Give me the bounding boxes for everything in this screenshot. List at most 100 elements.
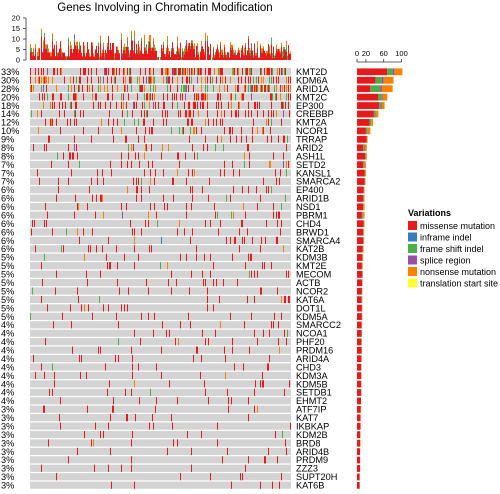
- mutation-cell: [52, 93, 53, 101]
- mutation-cell: [287, 329, 288, 337]
- mutation-cell: [76, 101, 77, 109]
- mutation-cell: [282, 101, 283, 109]
- matrix-row-background: [30, 143, 291, 152]
- sample-bar-segment: [175, 54, 176, 60]
- sample-bar-segment: [273, 46, 274, 60]
- mutation-cell: [261, 287, 262, 295]
- sample-bar-segment: [78, 49, 79, 53]
- mutation-cell: [180, 473, 181, 481]
- mutation-cell: [273, 203, 274, 211]
- mutation-cell: [191, 464, 192, 472]
- sample-bar-segment: [276, 44, 277, 49]
- gene-label: KMT2C: [296, 92, 328, 102]
- mutation-cell: [152, 127, 153, 135]
- sample-bar-segment: [93, 56, 94, 60]
- gene-bar-segment: [357, 422, 361, 430]
- mutation-cell: [112, 68, 113, 76]
- sample-bar-segment: [117, 46, 118, 50]
- mutation-cell: [50, 101, 51, 109]
- mutation-cell: [154, 312, 155, 320]
- sample-bar-segment: [271, 44, 272, 60]
- sample-bar-segment: [188, 45, 189, 60]
- mutation-cell: [30, 312, 31, 320]
- mutation-cell: [248, 397, 249, 405]
- mutation-cell: [46, 143, 47, 152]
- mutation-cell: [182, 127, 183, 135]
- sample-bar-segment: [48, 48, 49, 53]
- mutation-cell: [105, 68, 106, 76]
- mutation-cell: [153, 422, 154, 430]
- sample-bar-segment: [151, 50, 152, 60]
- mutation-cell: [238, 84, 239, 93]
- mutation-cell: [56, 118, 57, 126]
- mutation-cell: [80, 68, 81, 76]
- mutation-cell: [190, 110, 191, 118]
- mutation-cell: [143, 118, 144, 126]
- mutation-cell: [83, 228, 84, 236]
- mutation-cell: [220, 118, 221, 126]
- mutation-cell: [205, 84, 206, 93]
- mutation-cell: [50, 118, 51, 126]
- sample-bar-segment: [205, 32, 206, 39]
- gene-bar-segment: [357, 85, 371, 93]
- mutation-cell: [114, 68, 115, 76]
- mutation-cell: [74, 211, 75, 219]
- sample-bar-segment: [131, 40, 132, 60]
- sample-bar-segment: [50, 56, 51, 60]
- mutation-cell: [131, 143, 132, 152]
- mutation-cell: [193, 110, 194, 118]
- sample-bar-segment: [65, 56, 66, 60]
- mutation-cell: [218, 93, 219, 101]
- sample-bar-segment: [232, 47, 233, 60]
- sample-bar-segment: [235, 54, 236, 60]
- sample-bar-segment: [141, 37, 142, 41]
- sample-bar-segment: [133, 50, 134, 54]
- gene-label: TRRAP: [296, 135, 327, 145]
- sample-bar-segment: [145, 47, 146, 51]
- gene-bar-segment: [357, 135, 367, 143]
- percent-label: 6%: [1, 185, 14, 195]
- mutation-cell: [59, 414, 60, 422]
- mutation-cell: [76, 76, 77, 84]
- sample-bar-segment: [68, 37, 69, 46]
- mutation-cell: [80, 110, 81, 118]
- mutation-cell: [161, 68, 162, 76]
- mutation-cell: [150, 76, 151, 84]
- mutation-cell: [245, 211, 246, 219]
- sample-bar-segment: [223, 57, 224, 60]
- mutation-cell: [169, 380, 170, 388]
- sample-bar-segment: [194, 43, 195, 49]
- mutation-cell: [177, 76, 178, 84]
- mutation-cell: [264, 262, 265, 270]
- sample-bar-segment: [77, 41, 78, 46]
- mutation-cell: [59, 101, 60, 109]
- mutation-cell: [168, 68, 169, 76]
- sample-bar-segment: [142, 53, 143, 60]
- mutation-cell: [244, 321, 245, 329]
- mutation-cell: [195, 101, 196, 109]
- mutation-cell: [245, 76, 246, 84]
- mutation-cell: [88, 245, 89, 253]
- gene-bar-segment: [357, 439, 361, 447]
- mutation-cell: [91, 177, 92, 185]
- sample-bar-segment: [70, 45, 71, 49]
- mutation-cell: [200, 68, 201, 76]
- gene-bar-segment: [376, 110, 379, 118]
- mutation-cell: [74, 135, 75, 143]
- sample-bar-segment: [251, 43, 252, 49]
- mutation-cell: [74, 143, 75, 152]
- mutation-cell: [96, 93, 97, 101]
- mutation-cell: [244, 84, 245, 93]
- gene-bar-segment: [365, 152, 367, 160]
- sample-bar-segment: [156, 50, 157, 60]
- mutation-cell: [222, 456, 223, 464]
- mutation-cell: [274, 84, 275, 93]
- mutation-cell: [201, 76, 202, 84]
- sample-bar-segment: [43, 40, 44, 49]
- sample-bar-segment: [70, 41, 71, 46]
- mutation-cell: [282, 68, 283, 76]
- mutation-cell: [88, 68, 89, 76]
- mutation-cell: [203, 101, 204, 109]
- mutation-cell: [187, 68, 188, 76]
